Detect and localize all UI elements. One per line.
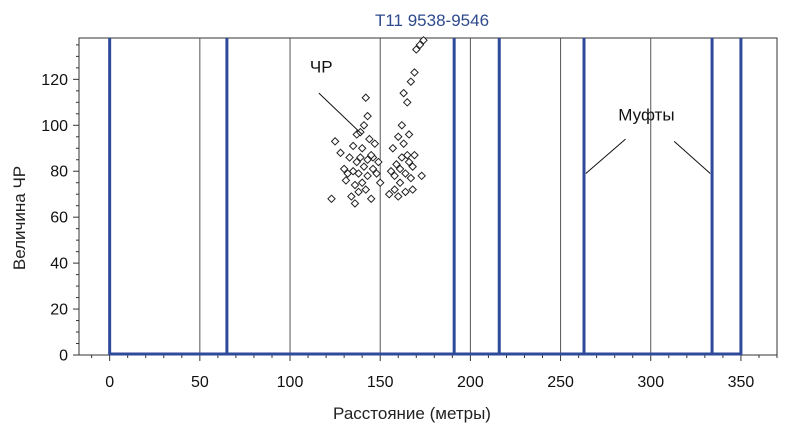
pd-point: [366, 194, 376, 204]
chart-title: T11 9538-9546: [375, 11, 489, 30]
pd-point: [361, 185, 371, 194]
pd-point: [375, 178, 385, 188]
pd-point: [356, 153, 365, 162]
pd-point: [411, 45, 421, 54]
annotation-leader: [318, 92, 363, 135]
pd-point: [339, 164, 349, 174]
x-tick-label: 50: [191, 374, 209, 391]
pd-point: [404, 157, 414, 167]
pd-point: [368, 164, 378, 174]
y-tick-label: 80: [50, 164, 68, 181]
pd-point: [402, 98, 412, 107]
pd-point: [357, 178, 367, 188]
pd-point: [386, 166, 396, 176]
pd-point: [363, 171, 372, 181]
y-tick-label: 60: [50, 210, 68, 227]
pd-point: [406, 77, 416, 86]
pd-point: [357, 143, 367, 153]
pd-point: [352, 157, 362, 167]
pd-point: [343, 169, 353, 178]
pd-point: [404, 130, 414, 139]
pd-point: [399, 139, 408, 148]
pd-point: [395, 178, 405, 188]
pd-point: [348, 166, 358, 176]
y-tick-label: 40: [50, 256, 68, 273]
pd-point: [419, 35, 428, 45]
pd-point: [390, 185, 399, 194]
pd-point: [397, 120, 407, 130]
pd-point: [372, 169, 381, 178]
pd-point: [401, 187, 410, 197]
y-tick-label: 20: [50, 302, 68, 319]
annotation-label: ЧР: [310, 57, 333, 76]
pd-point: [374, 157, 383, 167]
pd-point: [359, 162, 369, 171]
annotation-label: Муфты: [618, 106, 674, 125]
x-tick-label: 100: [277, 374, 304, 391]
pd-point: [347, 192, 356, 201]
pd-point: [365, 134, 374, 144]
plot-frame: [78, 37, 778, 356]
pd-point: [336, 148, 345, 158]
pd-point: [330, 137, 340, 146]
pd-point: [393, 192, 403, 201]
pd-point: [410, 68, 419, 77]
pd-point: [366, 150, 376, 160]
pd-point: [408, 162, 417, 171]
x-tick-label: 300: [637, 374, 664, 391]
pd-point: [350, 199, 360, 208]
pd-point: [392, 160, 401, 169]
pd-point: [401, 169, 410, 178]
x-tick-label: 0: [105, 374, 114, 391]
pd-point: [345, 153, 354, 162]
pd-point: [348, 141, 358, 151]
pd-point: [350, 180, 360, 190]
y-tick-label: 120: [41, 72, 68, 89]
pd-point: [327, 194, 336, 204]
y-tick-label: 100: [41, 118, 68, 135]
pd-point: [354, 187, 363, 197]
pd-point: [363, 111, 372, 121]
annotation-leader: [673, 140, 711, 174]
pd-point: [399, 88, 408, 98]
pd-point: [402, 150, 412, 160]
y-tick-label: 0: [59, 348, 68, 365]
pd-point: [370, 139, 380, 148]
x-tick-label: 200: [457, 374, 484, 391]
x-tick-label: 150: [367, 374, 394, 391]
pd-point: [408, 185, 417, 194]
pd-point: [390, 171, 399, 181]
pd-point: [361, 93, 371, 103]
x-axis-label: Расстояние (метры): [333, 404, 491, 423]
pd-point: [406, 173, 416, 183]
pd-point: [417, 171, 426, 181]
x-tick-label: 250: [547, 374, 574, 391]
pd-point: [354, 169, 363, 178]
x-tick-label: 350: [728, 374, 755, 391]
pd-point: [341, 176, 351, 185]
pd-point: [410, 150, 419, 160]
y-axis-label: Величина ЧР: [10, 166, 29, 270]
pd-point: [359, 120, 369, 130]
pd-point: [393, 132, 403, 142]
pd-point: [388, 143, 398, 153]
plot-area: 0 20 40 60 80 100 120 0 50 100 150 200 250 300 350 ЧР Му…: [41, 35, 778, 391]
annotation-leader: [585, 138, 626, 174]
pd-point: [384, 189, 394, 199]
pd-point: [415, 40, 425, 50]
pd-point: [395, 164, 405, 174]
